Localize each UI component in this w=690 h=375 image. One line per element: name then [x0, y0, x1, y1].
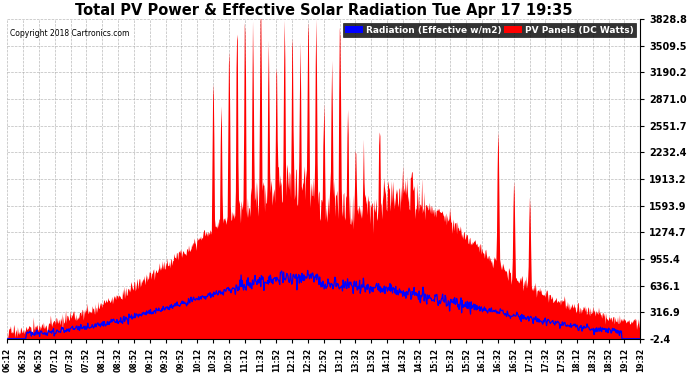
Text: Copyright 2018 Cartronics.com: Copyright 2018 Cartronics.com: [10, 28, 130, 38]
Title: Total PV Power & Effective Solar Radiation Tue Apr 17 19:35: Total PV Power & Effective Solar Radiati…: [75, 3, 573, 18]
Legend: Radiation (Effective w/m2), PV Panels (DC Watts): Radiation (Effective w/m2), PV Panels (D…: [343, 24, 635, 37]
